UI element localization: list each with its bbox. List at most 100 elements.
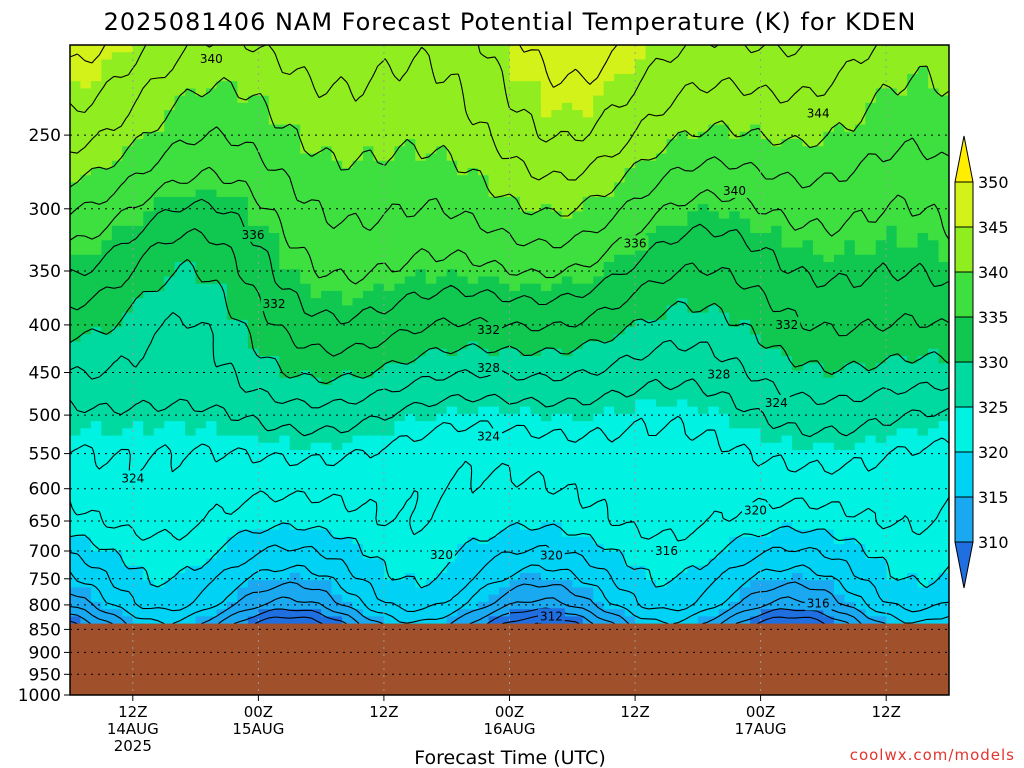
- field-cell: [363, 536, 375, 545]
- field-cell: [132, 225, 144, 234]
- field-cell: [101, 117, 113, 126]
- field-cell: [561, 319, 573, 328]
- field-cell: [258, 450, 270, 458]
- field-cell: [457, 471, 469, 480]
- field-cell: [363, 348, 375, 357]
- field-cell: [572, 131, 584, 140]
- field-cell: [268, 211, 280, 220]
- field-cell: [603, 551, 615, 560]
- field-cell: [666, 515, 678, 523]
- field-cell: [551, 421, 563, 429]
- field-cell: [708, 471, 720, 480]
- field-cell: [342, 189, 354, 198]
- field-cell: [676, 182, 688, 191]
- field-cell: [488, 558, 500, 567]
- field-cell: [666, 117, 678, 126]
- field-cell: [635, 450, 647, 458]
- field-cell: [321, 529, 333, 538]
- field-cell: [226, 139, 239, 147]
- field-cell: [656, 565, 668, 574]
- field-cell: [80, 167, 92, 176]
- field-cell: [111, 167, 123, 176]
- field-cell: [509, 572, 521, 581]
- field-cell: [666, 146, 678, 155]
- field-cell: [363, 558, 375, 567]
- field-cell: [258, 146, 270, 155]
- field-cell: [425, 211, 437, 220]
- field-cell: [101, 261, 113, 270]
- field-cell: [185, 312, 197, 321]
- field-cell: [216, 247, 228, 256]
- field-cell: [122, 218, 134, 227]
- field-cell: [446, 59, 458, 68]
- field-cell: [247, 312, 259, 321]
- field-cell: [425, 594, 437, 603]
- field-cell: [237, 146, 249, 155]
- field-cell: [101, 167, 113, 176]
- field-cell: [363, 240, 375, 249]
- field-cell: [111, 450, 123, 458]
- field-cell: [457, 211, 469, 220]
- field-cell: [467, 88, 479, 97]
- field-cell: [111, 348, 123, 357]
- field-cell: [551, 247, 563, 256]
- field-cell: [708, 399, 720, 408]
- field-cell: [488, 356, 500, 364]
- field-cell: [143, 327, 155, 335]
- field-cell: [540, 442, 552, 451]
- field-cell: [289, 182, 301, 191]
- field-cell: [656, 529, 668, 538]
- field-cell: [561, 59, 573, 68]
- field-cell: [624, 493, 636, 502]
- field-cell: [70, 59, 82, 68]
- field-cell: [666, 356, 678, 364]
- field-cell: [551, 139, 563, 147]
- field-cell: [656, 81, 668, 89]
- field-cell: [247, 580, 259, 589]
- field-cell: [70, 298, 82, 306]
- field-cell: [436, 52, 448, 61]
- field-cell: [478, 139, 490, 147]
- field-cell: [300, 551, 312, 560]
- field-cell: [457, 392, 469, 400]
- field-cell: [593, 406, 605, 415]
- field-cell: [656, 45, 668, 53]
- field-cell: [708, 356, 720, 364]
- field-cell: [509, 124, 521, 133]
- field-cell: [446, 196, 458, 205]
- field-cell: [718, 233, 730, 241]
- field-cell: [603, 370, 615, 379]
- field-cell: [551, 160, 563, 169]
- field-cell: [310, 290, 322, 299]
- field-cell: [164, 428, 176, 437]
- field-cell: [122, 233, 134, 241]
- field-cell: [519, 204, 532, 212]
- field-cell: [321, 95, 333, 104]
- field-cell: [394, 59, 406, 68]
- field-cell: [143, 572, 155, 581]
- field-cell: [540, 81, 552, 89]
- field-cell: [237, 153, 249, 162]
- field-cell: [519, 276, 532, 285]
- field-cell: [331, 471, 343, 480]
- field-cell: [258, 515, 270, 523]
- field-cell: [226, 218, 239, 227]
- field-cell: [352, 507, 364, 516]
- field-cell: [404, 52, 416, 61]
- field-cell: [226, 522, 239, 531]
- field-cell: [279, 247, 291, 256]
- field-cell: [635, 529, 647, 538]
- field-cell: [70, 204, 82, 212]
- field-cell: [206, 464, 218, 473]
- field-cell: [363, 95, 375, 104]
- field-cell: [321, 442, 333, 451]
- field-cell: [645, 500, 657, 509]
- field-cell: [603, 587, 615, 596]
- field-cell: [143, 204, 155, 212]
- field-cell: [268, 290, 280, 299]
- field-cell: [352, 167, 364, 176]
- field-cell: [247, 175, 259, 184]
- field-cell: [258, 464, 270, 473]
- field-cell: [676, 312, 688, 321]
- field-cell: [478, 182, 490, 191]
